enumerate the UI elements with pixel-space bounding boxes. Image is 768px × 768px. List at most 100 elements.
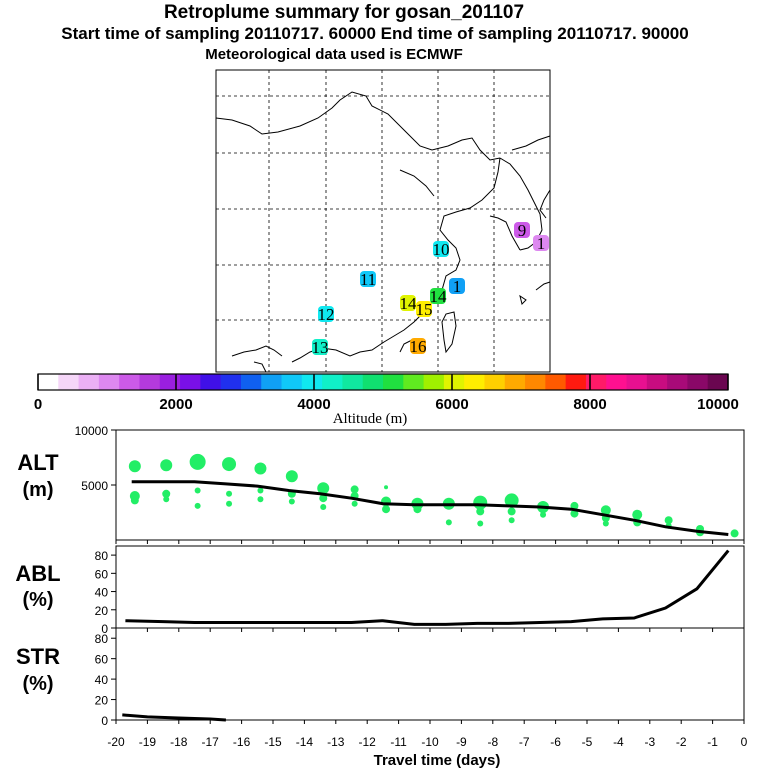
- y-tick-label: 10000: [75, 424, 109, 438]
- colorbar-tick-label: 10000: [697, 396, 739, 413]
- map-marker-dot: [433, 241, 449, 257]
- map-marker-dot: [360, 271, 376, 287]
- map-marker-label: 12: [318, 305, 335, 324]
- x-tick-label: -11: [390, 735, 407, 749]
- colorbar-swatch: [159, 374, 181, 390]
- y-tick-label: 80: [95, 549, 109, 563]
- panel-label-unit: (m): [22, 479, 53, 501]
- colorbar-swatch: [606, 374, 628, 390]
- altitude-scatter-point: [507, 507, 516, 516]
- altitude-scatter-point: [508, 517, 515, 524]
- altitude-scatter-point: [477, 520, 484, 527]
- x-tick-label: -2: [676, 735, 687, 749]
- colorbar-swatch: [281, 374, 303, 390]
- altitude-scatter-point: [189, 453, 206, 470]
- altitude-scatter-point: [319, 494, 328, 503]
- y-tick-label: 5000: [81, 479, 108, 493]
- y-tick-label: 20: [95, 694, 109, 708]
- map-marker-7: 14: [400, 294, 418, 313]
- colorbar-swatch: [667, 374, 688, 390]
- map-marker-2: 9: [514, 221, 530, 240]
- colorbar-swatch: [261, 374, 283, 390]
- altitude-scatter-point: [257, 487, 264, 494]
- map-marker-10: 1: [449, 277, 465, 296]
- colorbar-swatch: [78, 374, 100, 390]
- altitude-scatter-point: [317, 482, 330, 495]
- altitude-scatter-point: [504, 493, 519, 508]
- altitude-scatter-point: [226, 490, 233, 497]
- colorbar-swatch: [585, 374, 607, 390]
- abl-line: [125, 549, 730, 626]
- y-tick-label: 0: [101, 714, 108, 728]
- map-marker-1: 1: [533, 234, 549, 253]
- sampling-times: Start time of sampling 20110717. 60000 E…: [61, 24, 689, 43]
- map-marker-3: 10: [433, 240, 450, 259]
- panel-abl: 0 20 40 60 80 ABL (%): [15, 545, 745, 636]
- y-tick-label: 40: [95, 586, 109, 600]
- map-marker-label: 13: [312, 338, 329, 357]
- colorbar-swatch: [98, 374, 120, 390]
- colorbar-swatch: [423, 374, 445, 390]
- map-marker-dot: [514, 222, 530, 238]
- colorbar-swatch: [200, 374, 222, 390]
- map-marker-label: 15: [416, 300, 433, 319]
- map-marker-label: 1: [453, 277, 462, 296]
- altitude-scatter-point: [602, 520, 609, 527]
- map-marker-label: 11: [360, 270, 376, 289]
- x-tick-label: -12: [359, 735, 377, 749]
- colorbar-swatch: [38, 374, 59, 390]
- map-marker-dot: [449, 278, 465, 294]
- colorbar-swatch: [504, 374, 526, 390]
- map-marker-dot: [430, 288, 446, 304]
- x-tick-label: -15: [264, 735, 282, 749]
- colorbar-swatch: [484, 374, 506, 390]
- map-marker-label: 16: [410, 337, 427, 356]
- altitude-scatter-point: [384, 485, 389, 490]
- x-tick-label: -4: [613, 735, 624, 749]
- altitude-scatter-point: [130, 496, 139, 505]
- panel-str: 0 20 40 60 80 STR (%): [16, 627, 745, 728]
- map-marker-4: 11: [360, 270, 376, 289]
- panel-label-name: ABL: [15, 561, 60, 586]
- map-marker-label: 9: [518, 221, 527, 240]
- x-tick-label: -9: [456, 735, 467, 749]
- map-marker-label: 14: [430, 287, 448, 306]
- altitude-scatter-point: [445, 519, 452, 526]
- altitude-scatter-point: [128, 460, 141, 473]
- map-grid: [216, 70, 550, 372]
- panel-label-unit: (%): [22, 589, 53, 611]
- map-marker-dot: [400, 295, 416, 311]
- altitude-scatter-point: [540, 511, 547, 518]
- map-marker-8: 15: [416, 300, 433, 319]
- panel-label-name: ALT: [17, 450, 59, 475]
- x-axis-label: Travel time (days): [374, 752, 501, 768]
- colorbar-label: Altitude (m): [333, 411, 408, 427]
- y-tick-label: 80: [95, 632, 109, 646]
- altitude-scatter-point: [351, 500, 358, 507]
- x-tick-label: -5: [582, 735, 593, 749]
- colorbar-tick-label: 0: [34, 396, 42, 413]
- map-marker-dot: [318, 306, 334, 322]
- colorbar-swatch: [464, 374, 485, 390]
- x-tick-label: -8: [487, 735, 498, 749]
- met-data-label: Meteorological data used is ECMWF: [205, 46, 463, 63]
- altitude-scatter-point: [664, 516, 673, 525]
- panel-frame: [115, 545, 745, 629]
- colorbar-tick-label: 2000: [159, 396, 192, 413]
- map-marker-9: 16: [410, 337, 427, 356]
- y-tick-label: 60: [95, 653, 109, 667]
- colorbar-swatch: [240, 374, 262, 390]
- chart-title: Retroplume summary for gosan_201107: [163, 2, 525, 23]
- map-marker-dot: [416, 301, 432, 317]
- panel-label-unit: (%): [22, 673, 53, 695]
- altitude-scatter-point: [350, 485, 359, 494]
- panel-frame: [115, 627, 745, 721]
- map-marker-6: 13: [312, 338, 329, 357]
- colorbar-swatch: [322, 374, 343, 390]
- altitude-scatter-point: [160, 459, 173, 472]
- x-tick-label: -18: [170, 735, 188, 749]
- colorbar-swatch: [180, 374, 201, 390]
- colorbar-swatch: [220, 374, 242, 390]
